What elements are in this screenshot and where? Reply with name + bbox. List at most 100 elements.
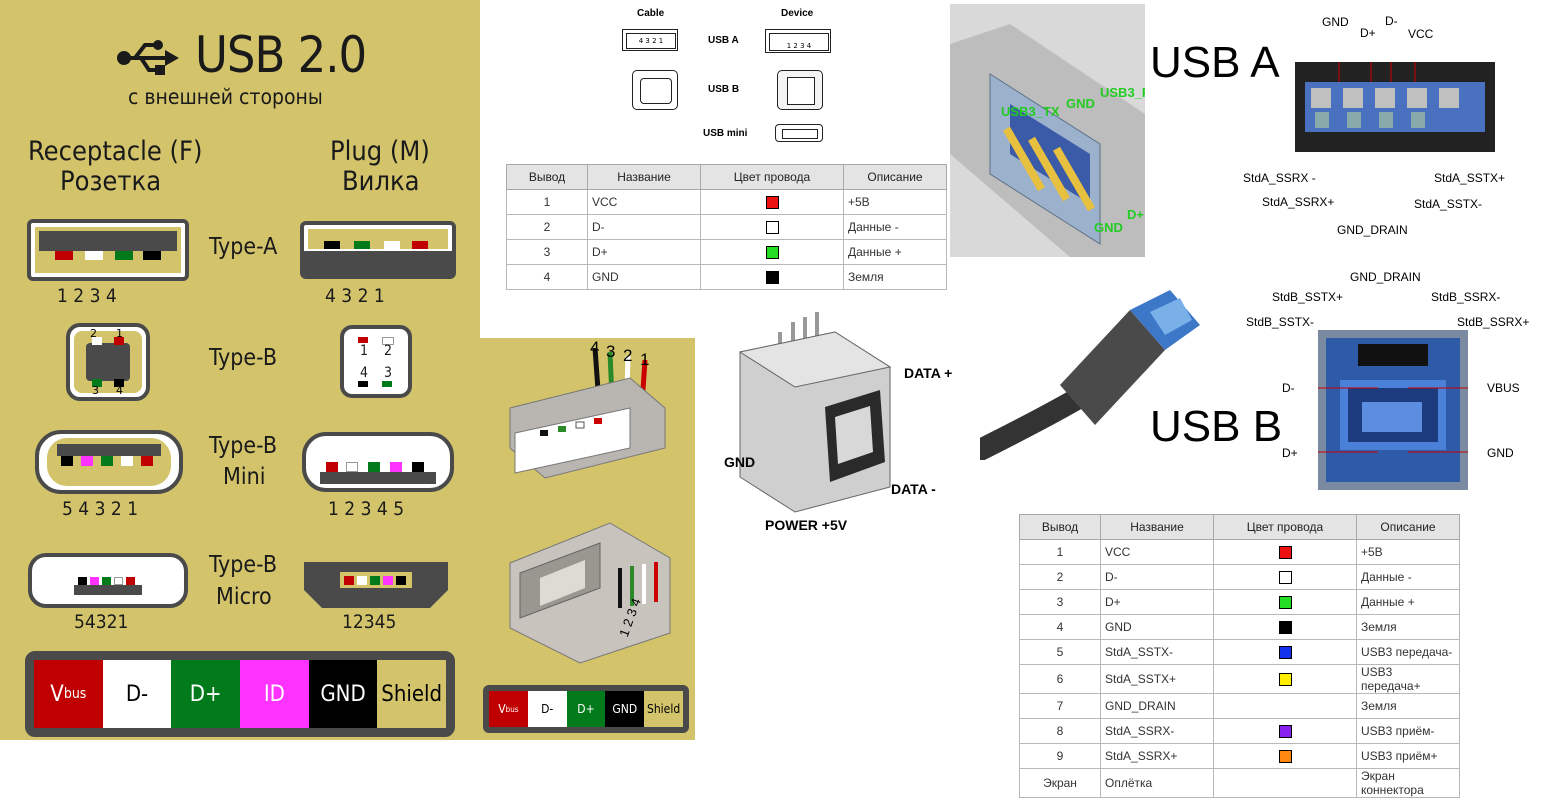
wire-color-swatch <box>1278 646 1292 660</box>
type-a-label: Type-A <box>209 234 278 260</box>
desc-cell: Данные - <box>843 214 947 240</box>
name-cell: GND <box>1100 614 1214 640</box>
type-b-micro-label-1: Type-B <box>209 552 278 578</box>
table-row: 1 VCC +5В <box>506 189 947 215</box>
usb-a-device-icon: 1 2 3 4 <box>765 29 831 53</box>
type-b-f-pin2: 2 <box>90 327 97 340</box>
pin-cell: 3 <box>1019 589 1101 615</box>
desc-cell: +5В <box>1356 539 1460 565</box>
type-b-receptacle: 2 1 3 4 <box>66 323 150 401</box>
table-row: 2 D- Данные - <box>1019 564 1460 590</box>
table-row: 4 GND Земля <box>1019 614 1460 640</box>
usb3-b-vbus: VBUS <box>1487 381 1520 395</box>
pin-cell: 8 <box>1019 718 1101 744</box>
legend-dplus: D+ <box>171 660 241 728</box>
gnd-label: GND <box>724 454 756 470</box>
name-cell: StdA_SSTX- <box>1100 639 1214 665</box>
pin-cell: 4 <box>506 264 588 290</box>
table2-header-name: Название <box>1100 514 1214 540</box>
wire-number-2: 2 <box>623 346 633 365</box>
small-legend-gnd: GND <box>605 691 645 727</box>
usb3-b-ssrx-minus: StdB_SSRX- <box>1431 290 1501 304</box>
usb2-dplus-label: D+ <box>1127 207 1144 222</box>
pin-cell: 2 <box>506 214 588 240</box>
color-cell <box>1213 743 1357 769</box>
wire-number-3: 3 <box>606 342 616 361</box>
usb3-b-dminus: D- <box>1282 381 1295 395</box>
color-cell <box>1213 614 1357 640</box>
color-cell <box>700 189 844 215</box>
usb3-a-pin-vcc: VCC <box>1408 27 1434 41</box>
usb3-b-cable-photo <box>980 290 1200 460</box>
table2-header-pin: Вывод <box>1019 514 1101 540</box>
usb3-tx-label: USB3_TX <box>1001 104 1060 119</box>
name-cell: StdA_SSRX+ <box>1100 743 1214 769</box>
pin-cell: 5 <box>1019 639 1101 665</box>
pin-cell: Экран <box>1019 768 1101 798</box>
small-legend-shield: Shield <box>644 691 683 727</box>
pin-cell: 2 <box>1019 564 1101 590</box>
pin-cell: 1 <box>1019 539 1101 565</box>
table-row: 5 StdA_SSTX- USB3 передача- <box>1019 639 1460 665</box>
poster-title: USB 2.0 <box>195 26 367 84</box>
pin-cell: 4 <box>1019 614 1101 640</box>
plug-heading-ru: Вилка <box>342 166 420 197</box>
usb-mini-device-icon <box>775 124 823 142</box>
receptacle-heading: Receptacle (F) <box>28 136 203 167</box>
wire-color-swatch <box>1278 546 1292 560</box>
legend-id: ID <box>240 660 309 728</box>
wire-color-swatch <box>765 196 779 210</box>
table1-header-color: Цвет провода <box>700 164 844 190</box>
usb3-b-gnd: GND <box>1487 446 1514 460</box>
wire-color-swatch <box>765 221 779 235</box>
name-cell: D- <box>1100 564 1214 590</box>
legend-gnd: GND <box>308 660 378 728</box>
type-b-plug: 1 2 4 3 <box>340 325 412 398</box>
usb3-a-pin-dminus: D- <box>1385 14 1398 28</box>
pin-cell: 1 <box>506 189 588 215</box>
type-b-mini-receptacle-pin-numbers: 5 4 3 2 1 <box>62 498 139 520</box>
receptacle-heading-ru: Розетка <box>60 166 162 197</box>
type-b-m-pin1: 1 <box>360 343 369 359</box>
table-row: 1 VCC +5В <box>1019 539 1460 565</box>
type-b-mini-label-1: Type-B <box>209 433 278 459</box>
table-row: 3 D+ Данные + <box>506 239 947 265</box>
wire-color-swatch <box>1278 750 1292 764</box>
type-b-micro-plug <box>304 562 448 608</box>
desc-cell: Данные + <box>843 239 947 265</box>
desc-cell: USB3 приём- <box>1356 718 1460 744</box>
color-cell <box>700 214 844 240</box>
desc-cell: Данные - <box>1356 564 1460 590</box>
name-cell: D+ <box>1100 589 1214 615</box>
table-row: 9 StdA_SSRX+ USB3 приём+ <box>1019 743 1460 769</box>
desc-cell: Земля <box>843 264 947 290</box>
color-cell <box>1213 639 1357 665</box>
usb2-pinout-poster: USB 2.0 с внешней стороны Receptacle (F)… <box>0 0 480 740</box>
pin-cell: 9 <box>1019 743 1101 769</box>
table-row: 6 StdA_SSTX+ USB3 передача+ <box>1019 664 1460 694</box>
wire-number-4: 4 <box>590 338 600 357</box>
usb3-b-ssrx-plus: StdB_SSRX+ <box>1457 315 1530 329</box>
type-b-micro-receptacle <box>28 553 188 608</box>
type-b-micro-receptacle-pin-numbers: 54321 <box>74 611 129 633</box>
color-cell <box>1213 664 1357 694</box>
table-row: 8 StdA_SSRX- USB3 приём- <box>1019 718 1460 744</box>
usb3-a-ssrx-plus: StdA_SSRX+ <box>1262 195 1335 209</box>
color-cell <box>700 264 844 290</box>
usb3-b-receptacle-drawing <box>1318 330 1468 490</box>
wire-color-swatch <box>1278 673 1292 687</box>
usb-b-title: USB B <box>1150 402 1283 451</box>
usb3-rx-label: USB3_RX <box>1100 85 1160 100</box>
type-b-m-pin4: 4 <box>360 365 369 381</box>
usb3-b-sstx-minus: StdB_SSTX- <box>1246 315 1315 329</box>
table1-header-pin: Вывод <box>506 164 588 190</box>
color-cell <box>1213 564 1357 590</box>
name-cell: StdA_SSTX+ <box>1100 664 1214 694</box>
power-5v-label: POWER +5V <box>765 517 848 533</box>
type-b-mini-plug <box>302 432 454 492</box>
usb-symbol-icon <box>117 40 179 75</box>
name-cell: VCC <box>587 189 701 215</box>
legend-shield: Shield <box>377 660 447 728</box>
